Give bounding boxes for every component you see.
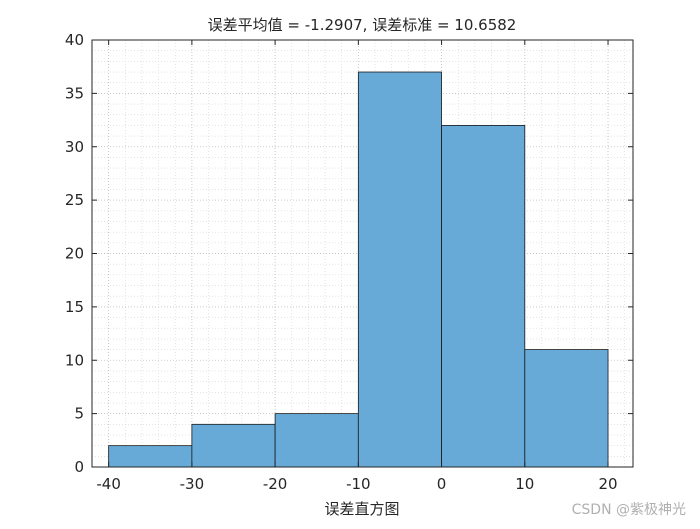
y-tick-label: 40 [65, 31, 84, 49]
y-tick-label: 10 [65, 351, 84, 369]
histogram-bar [108, 445, 193, 468]
x-axis-label: 误差直方图 [324, 500, 399, 518]
chart-title: 误差平均值 = -1.2907, 误差标准 = 10.6582 [208, 16, 517, 34]
histogram-bar [274, 413, 359, 468]
x-tick-label: 20 [598, 475, 617, 493]
y-tick-label: 5 [74, 405, 84, 423]
histogram-bar [441, 125, 526, 468]
y-tick-label: 20 [65, 245, 84, 263]
y-tick-label: 25 [65, 191, 84, 209]
x-tick-label: -20 [263, 475, 288, 493]
x-tick-label: -10 [346, 475, 371, 493]
x-tick-label: 0 [437, 475, 447, 493]
watermark-text: CSDN @紫极神光 [571, 502, 686, 518]
tick-labels: -40 -30 -20 -10 0 10 20 0 5 10 15 20 25 30 35 40 [65, 31, 618, 493]
x-tick-label: 10 [515, 475, 534, 493]
y-tick-label: 30 [65, 138, 84, 156]
axis-ticks [92, 39, 633, 468]
x-tick-label: -40 [96, 475, 121, 493]
histogram-bar [357, 71, 442, 468]
y-tick-label: 35 [65, 84, 84, 102]
x-tick-label: -30 [180, 475, 205, 493]
bars [108, 71, 609, 468]
y-tick-label: 15 [65, 298, 84, 316]
y-tick-label: 0 [74, 458, 84, 476]
histogram-bar [524, 349, 609, 468]
histogram-bar [191, 423, 276, 468]
